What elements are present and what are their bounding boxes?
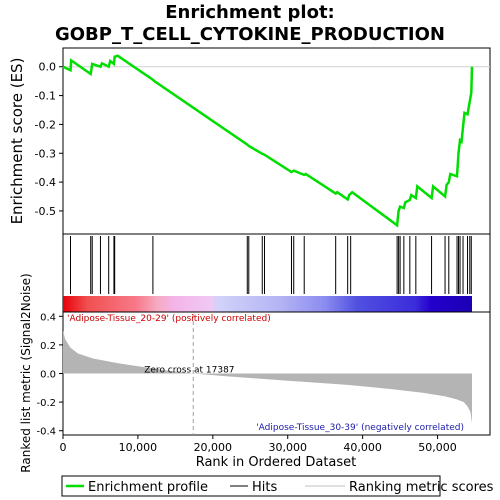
rank-y-tick-label: 0.0: [40, 370, 56, 381]
negative-class-label: 'Adipose-Tissue_30-39' (negatively corre…: [256, 423, 464, 433]
rank-y-tick-label: 0.4: [40, 312, 56, 323]
es-y-tick-label: 0.0: [39, 61, 57, 74]
legend-label: Enrichment profile: [88, 480, 208, 495]
x-tick-label: 30,000: [268, 441, 307, 454]
x-tick-label: 10,000: [119, 441, 158, 454]
ranking-metric-area: [63, 330, 472, 424]
legend-label: Hits: [252, 480, 277, 495]
enrichment-profile-line: [62, 54, 474, 228]
rank-y-tick-label: 0.2: [40, 341, 56, 352]
hit-marks: [69, 236, 472, 294]
x-axis-ticks: 0 10,000 20,000 30,000 40,000 50,000: [60, 435, 457, 454]
legend-box: [61, 475, 441, 497]
ranking-gradient-bar: [63, 296, 472, 312]
es-y-ticks: 0.0 -0.1 -0.2 -0.3 -0.4 -0.5: [35, 61, 63, 218]
legend: Enrichment profile Hits Ranking metric sco…: [66, 480, 494, 495]
x-tick-label: 0: [60, 441, 67, 454]
es-y-tick-label: -0.2: [35, 118, 56, 131]
es-y-tick-label: -0.4: [35, 176, 56, 189]
es-y-tick-label: -0.5: [35, 205, 56, 218]
rank-y-tick-label: -0.4: [36, 427, 56, 438]
chart-title-line1: Enrichment plot:: [165, 2, 335, 23]
es-y-axis-label: Enrichment score (ES): [8, 58, 26, 225]
x-tick-label: 50,000: [418, 441, 457, 454]
chart-title-line2: GOBP_T_CELL_CYTOKINE_PRODUCTION: [55, 24, 445, 45]
es-panel-frame: [62, 47, 491, 235]
positive-class-label: 'Adipose-Tissue_20-29' (positively corre…: [67, 314, 271, 324]
legend-label: Ranking metric scores: [349, 480, 494, 495]
rank-y-ticks: 0.4 0.2 0.0 -0.2 -0.4: [36, 312, 63, 438]
es-y-tick-label: -0.3: [35, 147, 56, 160]
x-axis-label: Rank in Ordered Dataset: [196, 455, 357, 470]
x-tick-label: 40,000: [343, 441, 382, 454]
es-y-tick-label: -0.1: [35, 90, 56, 103]
zero-cross-label: Zero cross at 17387: [144, 366, 234, 376]
x-tick-label: 20,000: [194, 441, 233, 454]
rank-y-axis-label: Ranked list metric (Signal2Noise): [19, 273, 33, 472]
rank-y-tick-label: -0.2: [36, 398, 56, 409]
